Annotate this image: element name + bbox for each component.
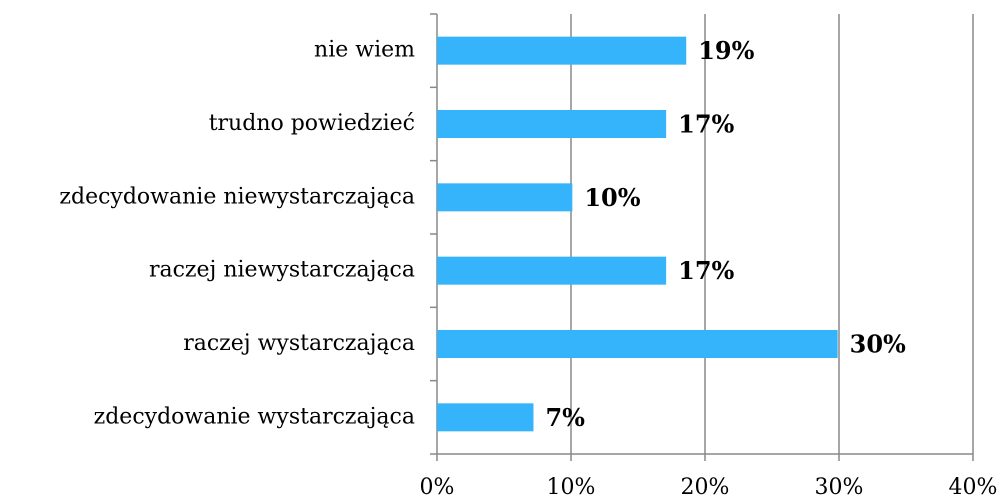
- y-tick-label: zdecydowanie wystarczająca: [94, 404, 415, 429]
- bar: [437, 330, 838, 358]
- bar: [437, 36, 687, 65]
- bar: [437, 183, 573, 212]
- x-tick-label: 10%: [547, 475, 596, 500]
- x-tick-label: 20%: [681, 475, 730, 500]
- value-label: 10%: [584, 183, 640, 212]
- value-label: 30%: [850, 330, 906, 359]
- y-tick-label: raczej niewystarczająca: [149, 258, 415, 283]
- x-tick-label: 40%: [949, 475, 998, 500]
- y-tick-label: zdecydowanie niewystarczająca: [59, 184, 415, 209]
- bar: [437, 256, 667, 285]
- x-tick-label: 30%: [815, 475, 864, 500]
- y-tick-label: nie wiem: [314, 38, 415, 63]
- value-label: 19%: [698, 36, 754, 65]
- bar: [437, 110, 667, 138]
- value-label: 17%: [678, 256, 734, 285]
- y-tick-label: trudno powiedzieć: [209, 111, 415, 136]
- x-tick-label: 0%: [420, 475, 455, 500]
- value-label: 17%: [678, 110, 734, 139]
- y-tick-label: raczej wystarczająca: [183, 331, 415, 356]
- value-label: 7%: [545, 403, 585, 432]
- bar: [437, 403, 534, 432]
